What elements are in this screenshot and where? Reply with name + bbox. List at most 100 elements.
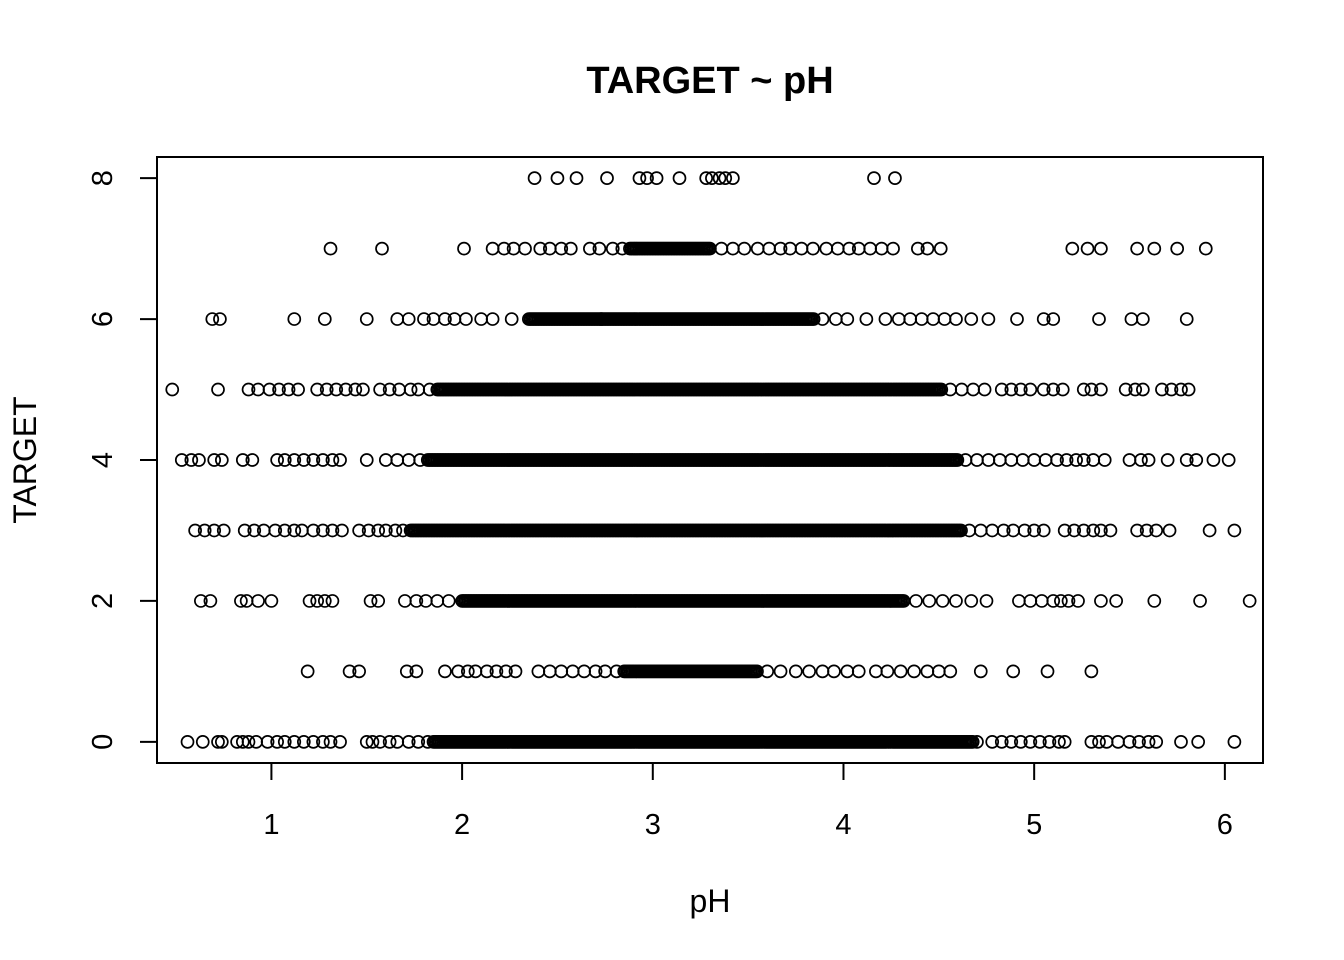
data-point [1012, 594, 1026, 608]
data-point [335, 523, 349, 538]
data-point [829, 312, 843, 326]
data-point [375, 241, 389, 256]
data-point [451, 664, 466, 679]
data-point [438, 664, 452, 679]
data-point [1094, 594, 1108, 608]
data-point [859, 312, 874, 326]
x-tick-label: 2 [454, 809, 470, 841]
data-point [213, 312, 227, 326]
data-point [316, 453, 330, 467]
data-point [363, 594, 378, 608]
data-point [1054, 594, 1068, 608]
data-point [1055, 382, 1070, 397]
data-point [806, 312, 821, 326]
data-point [390, 312, 405, 326]
data-point [592, 241, 607, 256]
data-point [211, 382, 225, 397]
data-point [977, 382, 992, 397]
data-point [1076, 382, 1091, 397]
data-point [878, 312, 893, 326]
data-point [1134, 453, 1148, 467]
data-point [316, 735, 330, 749]
y-tick-label: 2 [87, 593, 119, 609]
data-point [270, 453, 284, 467]
data-point [296, 735, 311, 749]
data-point [382, 382, 397, 397]
data-point [1084, 664, 1099, 679]
data-point [409, 664, 424, 679]
x-tick-label: 1 [263, 809, 279, 841]
data-point [1092, 735, 1106, 749]
data-point [1094, 382, 1108, 397]
data-point [851, 664, 866, 679]
data-point [411, 382, 426, 397]
data-point [235, 735, 250, 749]
data-point [378, 523, 393, 538]
data-point [499, 664, 513, 679]
data-point [1084, 382, 1099, 397]
data-point [390, 453, 405, 467]
data-point [291, 382, 305, 397]
data-point [1092, 312, 1106, 326]
data-point [365, 735, 380, 749]
data-point [1036, 523, 1051, 538]
data-point [401, 312, 416, 326]
data-point [214, 735, 229, 749]
y-tick-label: 8 [87, 170, 119, 186]
data-point [361, 523, 376, 538]
data-point [352, 523, 366, 538]
data-point [1170, 241, 1185, 256]
data-point [992, 453, 1007, 467]
data-point [896, 594, 911, 608]
data-point [830, 241, 845, 256]
data-point [1191, 735, 1206, 749]
data-point [188, 523, 202, 538]
data-point [773, 664, 788, 679]
y-tick-label: 0 [87, 734, 119, 750]
data-point [438, 312, 452, 326]
data-point [270, 735, 284, 749]
data-point [880, 664, 895, 679]
data-point [933, 241, 948, 256]
data-point [750, 241, 765, 256]
data-point [371, 523, 386, 538]
y-axis: 0 2 4 6 8 [87, 170, 158, 750]
data-point [1036, 382, 1051, 397]
data-point [373, 382, 387, 397]
data-point [1139, 523, 1154, 538]
data-point [203, 594, 218, 608]
data-point [194, 594, 208, 608]
data-point [237, 523, 252, 538]
data-point [1097, 453, 1112, 467]
data-point [867, 171, 881, 185]
data-point [649, 171, 664, 185]
data-point [1174, 735, 1188, 749]
data-point [909, 594, 923, 608]
data-point [165, 382, 180, 397]
data-point [950, 453, 965, 467]
data-point [287, 312, 302, 326]
data-point [1046, 594, 1061, 608]
data-point [577, 664, 591, 679]
data-point [1057, 735, 1072, 749]
data-point [973, 664, 988, 679]
data-point [497, 241, 511, 256]
data-point [1040, 664, 1055, 679]
data-point [994, 735, 1009, 749]
data-point [306, 523, 321, 538]
data-point [325, 523, 340, 538]
data-point [718, 171, 733, 185]
data-point [888, 171, 902, 185]
data-point [371, 594, 386, 608]
data-point [1227, 523, 1242, 538]
data-point [1034, 594, 1049, 608]
data-point [640, 171, 654, 185]
data-point [264, 594, 279, 608]
data-point [1242, 594, 1257, 608]
data-point [985, 735, 1000, 749]
y-axis-label: TARGET [7, 396, 43, 523]
data-point [714, 241, 729, 256]
data-point [1006, 664, 1021, 679]
data-point [726, 171, 740, 185]
data-point [1076, 523, 1091, 538]
